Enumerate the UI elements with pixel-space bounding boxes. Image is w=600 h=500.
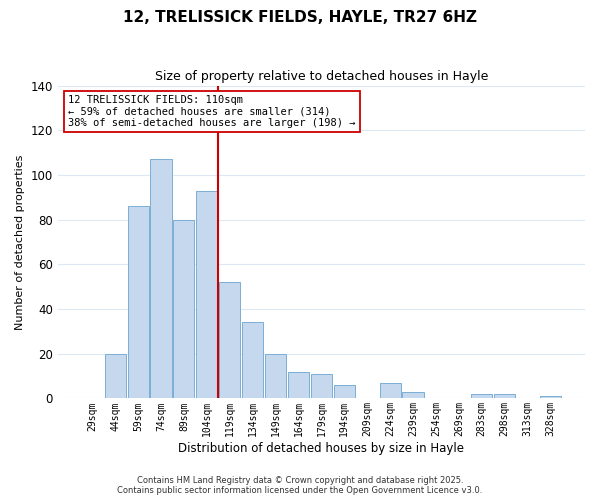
Bar	[104, 354, 126, 399]
Bar	[380, 383, 401, 398]
Bar	[242, 322, 263, 398]
Text: Contains HM Land Registry data © Crown copyright and database right 2025.
Contai: Contains HM Land Registry data © Crown c…	[118, 476, 482, 495]
X-axis label: Distribution of detached houses by size in Hayle: Distribution of detached houses by size …	[178, 442, 464, 455]
Bar	[471, 394, 493, 398]
Bar	[311, 374, 332, 398]
Text: 12 TRELISSICK FIELDS: 110sqm
← 59% of detached houses are smaller (314)
38% of s: 12 TRELISSICK FIELDS: 110sqm ← 59% of de…	[68, 95, 356, 128]
Y-axis label: Number of detached properties: Number of detached properties	[15, 154, 25, 330]
Bar	[173, 220, 194, 398]
Bar	[494, 394, 515, 398]
Bar	[128, 206, 149, 398]
Title: Size of property relative to detached houses in Hayle: Size of property relative to detached ho…	[155, 70, 488, 83]
Bar	[334, 385, 355, 398]
Text: 12, TRELISSICK FIELDS, HAYLE, TR27 6HZ: 12, TRELISSICK FIELDS, HAYLE, TR27 6HZ	[123, 10, 477, 25]
Bar	[196, 190, 217, 398]
Bar	[151, 160, 172, 398]
Bar	[265, 354, 286, 399]
Bar	[288, 372, 309, 398]
Bar	[540, 396, 561, 398]
Bar	[403, 392, 424, 398]
Bar	[219, 282, 240, 399]
